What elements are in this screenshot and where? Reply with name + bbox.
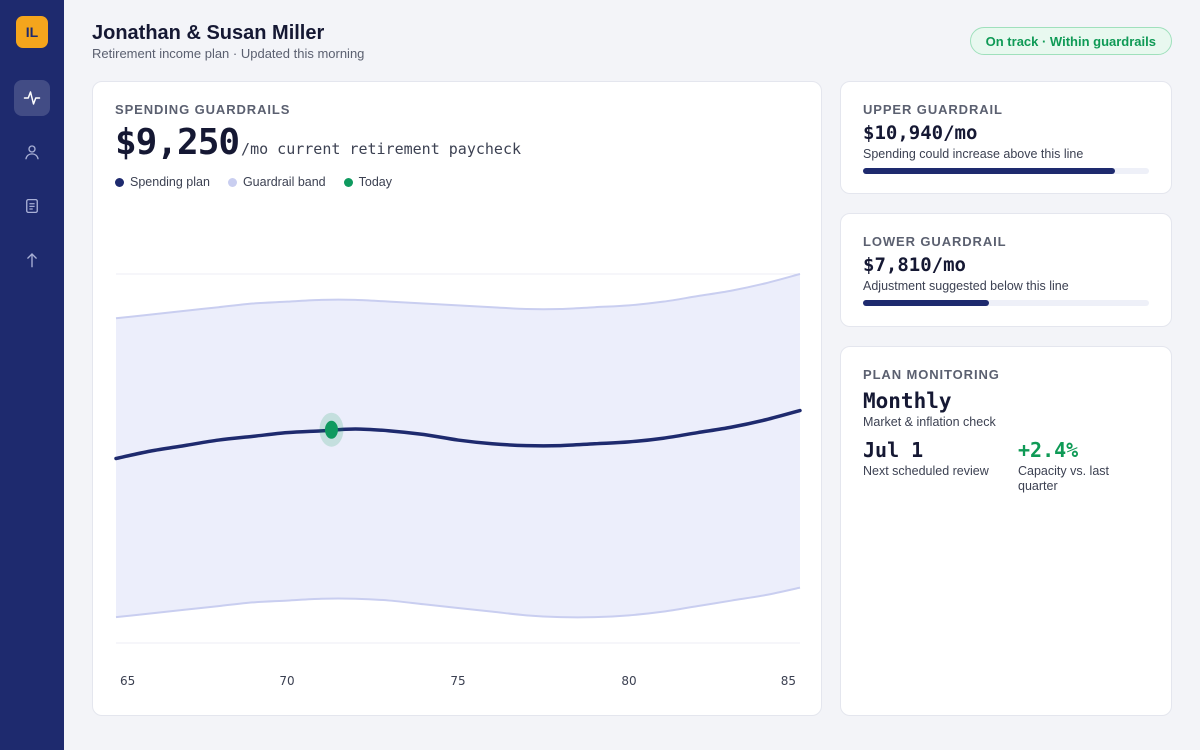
page-subtitle: Retirement income plan · Updated this mo… bbox=[92, 46, 365, 61]
upper-guardrail-value: $10,940/mo bbox=[863, 122, 978, 144]
document-icon bbox=[26, 198, 38, 214]
chart-legend: Spending plan Guardrail band Today bbox=[115, 175, 410, 189]
capacity-value: +2.4% bbox=[1018, 438, 1079, 462]
user-icon bbox=[25, 145, 39, 160]
legend-label: Guardrail band bbox=[242, 175, 326, 189]
legend-swatch bbox=[227, 177, 237, 187]
upper-guardrail-note: Spending could increase above this line bbox=[863, 147, 1084, 161]
x-tick-label: 85 bbox=[781, 674, 796, 688]
card-label: UPPER GUARDRAIL bbox=[863, 102, 1003, 117]
nav-item-documents[interactable] bbox=[14, 188, 50, 224]
card-label: SPENDING GUARDRAILS bbox=[115, 102, 291, 117]
lower-guardrail-value: $7,810/mo bbox=[863, 254, 966, 276]
capacity-label: Capacity vs. last quarter bbox=[1018, 464, 1110, 493]
spending-plan-line bbox=[114, 408, 802, 461]
monitoring-frequency-note: Market & inflation check bbox=[863, 415, 996, 429]
x-tick-label: 80 bbox=[621, 674, 636, 688]
next-review-value: Jul 1 bbox=[863, 438, 924, 462]
sidebar: IL bbox=[0, 0, 64, 750]
guardrail-band-area bbox=[116, 274, 800, 618]
next-review-label: Next scheduled review bbox=[863, 464, 989, 478]
legend-item-spending-plan: Spending plan bbox=[115, 175, 210, 189]
activity-icon bbox=[23, 91, 41, 105]
page-title: Jonathan & Susan Miller bbox=[92, 22, 325, 44]
lower-guardrail-bar-fill bbox=[863, 300, 989, 306]
capacity-stat: +2.4% Capacity vs. last quarter bbox=[1018, 438, 1148, 494]
legend-item-today: Today bbox=[343, 175, 392, 189]
paycheck-suffix: /mo current retirement paycheck bbox=[241, 140, 522, 158]
upper-guardrail-bar bbox=[863, 168, 1149, 174]
upper-guardrail-bar-fill bbox=[863, 168, 1115, 174]
lower-guardrail-bar bbox=[863, 300, 1149, 306]
legend-swatch bbox=[115, 177, 124, 187]
upper-guardrail-card: UPPER GUARDRAIL $10,940/mo Spending coul… bbox=[840, 81, 1172, 194]
guardrail-chart: 65 70 75 80 85 bbox=[114, 273, 802, 688]
x-tick-label: 70 bbox=[279, 674, 294, 688]
paycheck-amount: $9,250 bbox=[115, 122, 240, 163]
upload-icon bbox=[27, 253, 37, 268]
legend-item-guardrail-band: Guardrail band bbox=[227, 175, 326, 189]
legend-swatch bbox=[343, 177, 353, 187]
app-logo[interactable]: IL bbox=[16, 16, 48, 48]
nav-item-client[interactable] bbox=[14, 134, 50, 170]
card-label: LOWER GUARDRAIL bbox=[863, 234, 1007, 249]
next-review-stat: Jul 1 Next scheduled review bbox=[863, 438, 993, 479]
lower-guardrail-note: Adjustment suggested below this line bbox=[863, 279, 1069, 293]
lower-guardrail-card: LOWER GUARDRAIL $7,810/mo Adjustment sug… bbox=[840, 213, 1172, 327]
legend-label: Today bbox=[358, 175, 392, 189]
lower-guardrail-line bbox=[115, 586, 801, 619]
nav-item-activity[interactable] bbox=[14, 80, 50, 116]
spending-guardrails-card: SPENDING GUARDRAILS $9,250 /mo current r… bbox=[92, 81, 822, 716]
status-badge: On track · Within guardrails bbox=[969, 27, 1172, 55]
legend-label: Spending plan bbox=[130, 175, 210, 189]
paycheck-value: $9,250 /mo current retirement paycheck bbox=[115, 122, 521, 163]
plan-monitoring-card: PLAN MONITORING Monthly Market & inflati… bbox=[840, 346, 1172, 716]
upper-guardrail-line bbox=[115, 273, 801, 320]
nav-item-upload[interactable] bbox=[14, 242, 50, 278]
card-label: PLAN MONITORING bbox=[863, 367, 1000, 382]
x-tick-label: 65 bbox=[120, 674, 135, 688]
today-marker bbox=[324, 420, 338, 439]
monitoring-frequency: Monthly bbox=[863, 389, 952, 413]
x-tick-label: 75 bbox=[450, 674, 465, 688]
